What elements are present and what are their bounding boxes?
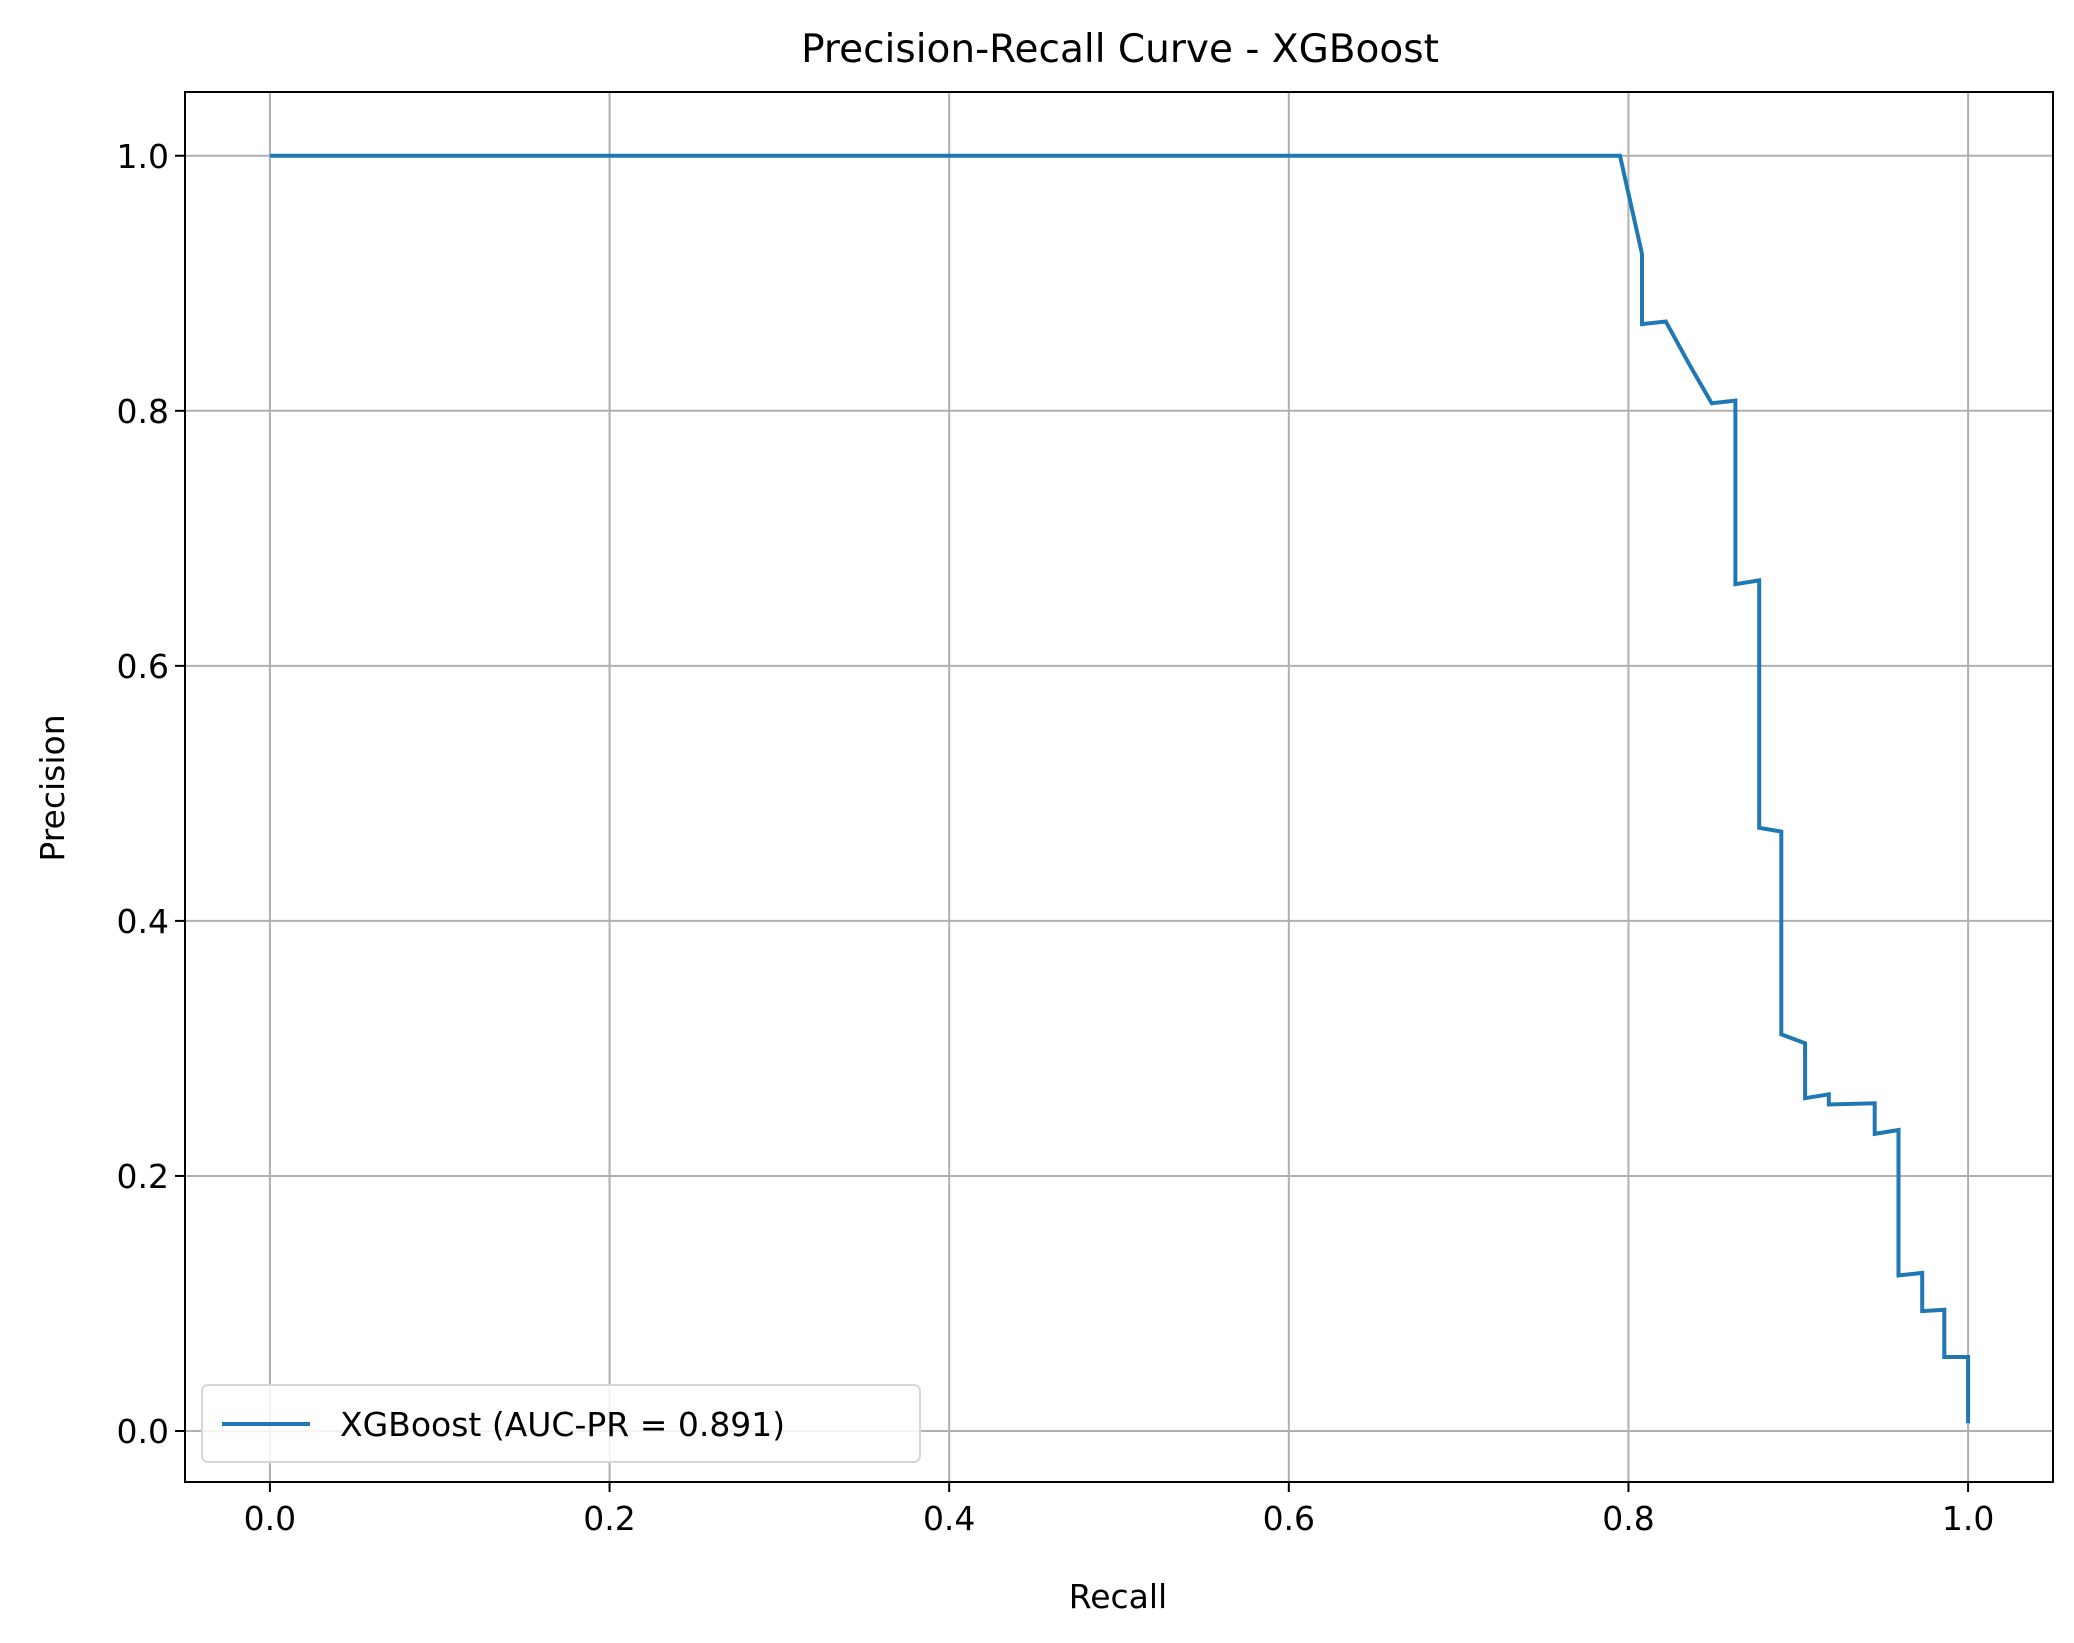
x-axis-ticks: 0.0 0.2 0.4 0.6 0.8 1.0 [244, 1482, 1994, 1538]
x-axis-label: Recall [1069, 1577, 1167, 1616]
grid [185, 92, 2053, 1482]
plot-frame [184, 91, 2054, 1483]
legend-box [201, 1384, 921, 1463]
y-tick-label: 0.8 [117, 392, 169, 431]
legend-entry-label: XGBoost (AUC-PR = 0.891) [340, 1405, 785, 1444]
y-tick-label: 0.0 [117, 1412, 169, 1451]
y-tick-label: 0.6 [117, 647, 169, 686]
x-tick-label: 0.0 [244, 1499, 296, 1538]
series-line-xgboost [269, 153, 1971, 1424]
y-tick-label: 0.4 [117, 902, 169, 941]
y-tick-label: 1.0 [117, 137, 169, 176]
y-tick-label: 0.2 [117, 1157, 169, 1196]
legend: XGBoost (AUC-PR = 0.891) [201, 1384, 921, 1463]
x-tick-label: 0.2 [583, 1499, 635, 1538]
x-tick-label: 0.8 [1602, 1499, 1654, 1538]
y-axis-label: Precision [33, 714, 72, 861]
y-axis-ticks: 0.0 0.2 0.4 0.6 0.8 1.0 [117, 137, 185, 1451]
series-layer [269, 153, 1971, 1424]
chart-title: Precision-Recall Curve - XGBoost [801, 27, 1439, 72]
x-tick-label: 0.4 [923, 1499, 975, 1538]
x-tick-label: 0.6 [1263, 1499, 1315, 1538]
x-tick-label: 1.0 [1942, 1499, 1994, 1538]
